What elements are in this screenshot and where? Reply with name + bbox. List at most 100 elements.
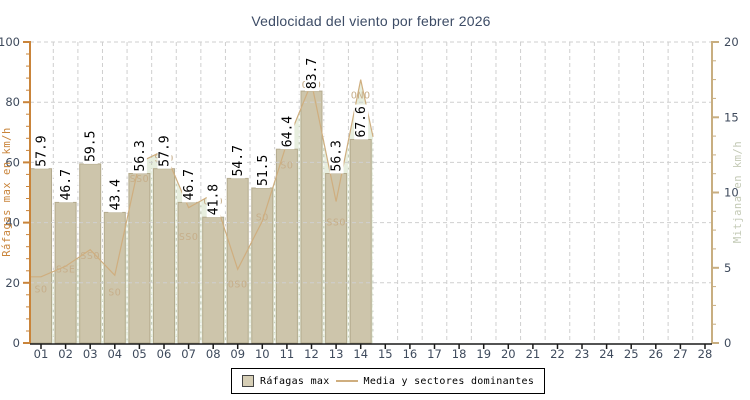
left-axis-title: Ráfagas max en km/h — [1, 127, 13, 257]
sector-label-day-13: SSO — [326, 218, 346, 229]
x-tick-day-11: 11 — [280, 347, 295, 361]
x-tick-day-03: 03 — [83, 347, 98, 361]
bar-day-08 — [202, 216, 225, 344]
chart-legend: Ráfagas max Media y sectores dominantes — [231, 368, 546, 394]
svg-text:54.7: 54.7 — [231, 145, 246, 176]
bar-day-04 — [103, 211, 126, 344]
x-tick-day-18: 18 — [452, 347, 467, 361]
value-label-day-11: 64.4 — [280, 114, 295, 150]
x-tick-day-05: 05 — [132, 347, 147, 361]
x-tick-day-07: 07 — [181, 347, 196, 361]
svg-text:0: 0 — [724, 336, 731, 350]
bar-series-swatch-icon — [242, 375, 254, 387]
svg-text:59.5: 59.5 — [84, 131, 99, 162]
value-label-day-03: 59.5 — [83, 128, 99, 164]
svg-text:60: 60 — [5, 155, 20, 169]
bar-day-07 — [177, 201, 200, 344]
svg-text:100: 100 — [0, 35, 20, 49]
svg-text:83.7: 83.7 — [305, 58, 320, 89]
value-label-day-02: 46.7 — [59, 167, 74, 203]
x-tick-day-22: 22 — [550, 347, 565, 361]
x-tick-day-23: 23 — [575, 347, 590, 361]
svg-text:67.6: 67.6 — [354, 106, 369, 137]
svg-text:0: 0 — [13, 336, 20, 350]
sector-label-day-11: SO — [280, 160, 293, 171]
svg-text:80: 80 — [5, 95, 20, 109]
bar-day-11 — [275, 148, 298, 344]
x-tick-day-02: 02 — [58, 347, 73, 361]
svg-text:51.5: 51.5 — [256, 155, 271, 186]
svg-text:57.9: 57.9 — [158, 135, 173, 166]
x-tick-day-28: 28 — [698, 347, 713, 361]
value-label-day-08: 41.8 — [206, 182, 222, 218]
value-label-day-04: 43.4 — [108, 177, 123, 213]
bar-value-labels: 57.9 46.7 59.5 43.4 56.3 57.9 46.7 41.8 54.7 51.5… — [34, 56, 369, 218]
x-tick-day-06: 06 — [157, 347, 172, 361]
svg-text:43.4: 43.4 — [108, 179, 123, 210]
svg-text:40: 40 — [5, 216, 20, 230]
right-axis-title: Mitjana en km/h — [732, 141, 744, 243]
bar-day-09 — [226, 177, 249, 344]
x-tick-day-26: 26 — [648, 347, 663, 361]
x-tick-day-14: 14 — [353, 347, 368, 361]
sector-label-day-1: SO — [34, 284, 47, 295]
sector-label-day-7: SSO — [179, 232, 199, 243]
x-tick-day-13: 13 — [329, 347, 344, 361]
sector-label-day-3: SSO — [80, 251, 100, 262]
x-tick-day-24: 24 — [599, 347, 614, 361]
sector-label-day-5: SSO — [130, 174, 150, 185]
value-label-day-10: 51.5 — [255, 153, 271, 188]
line-series-label: Media y sectores dominantes — [363, 375, 535, 387]
svg-text:57.9: 57.9 — [35, 135, 50, 166]
sector-label-day-4: SO — [108, 287, 121, 298]
value-label-day-14: 67.6 — [354, 104, 369, 140]
x-tick-day-21: 21 — [526, 347, 541, 361]
value-label-day-12: 83.7 — [305, 56, 320, 92]
x-tick-day-15: 15 — [378, 347, 393, 361]
bar-day-12 — [300, 90, 323, 344]
value-label-day-13: 56.3 — [329, 138, 345, 174]
svg-text:46.7: 46.7 — [182, 169, 197, 200]
svg-text:64.4: 64.4 — [280, 116, 295, 147]
x-tick-day-12: 12 — [304, 347, 319, 361]
chart-title: Vedlocidad del viento por febrer 2026 — [251, 13, 491, 29]
sector-label-day-2: SSE — [56, 265, 76, 276]
x-tick-day-20: 20 — [501, 347, 516, 361]
media-line — [29, 79, 374, 278]
svg-text:10: 10 — [724, 186, 739, 200]
value-label-day-01: 57.9 — [34, 133, 50, 169]
value-label-day-06: 57.9 — [157, 133, 173, 169]
rafagas-bars — [30, 90, 372, 344]
svg-text:41.8: 41.8 — [207, 184, 222, 215]
svg-text:56.3: 56.3 — [133, 140, 148, 171]
x-tick-day-17: 17 — [427, 347, 442, 361]
x-tick-day-27: 27 — [673, 347, 688, 361]
value-label-day-09: 54.7 — [231, 143, 246, 179]
x-tick-day-01: 01 — [34, 347, 49, 361]
line-series-swatch-icon — [335, 380, 358, 382]
bar-series-label: Ráfagas max — [260, 375, 330, 387]
x-tick-day-25: 25 — [624, 347, 639, 361]
sector-label-day-10: SO — [256, 212, 269, 223]
bar-day-10 — [251, 187, 274, 344]
x-tick-day-16: 16 — [403, 347, 418, 361]
svg-text:46.7: 46.7 — [59, 169, 74, 200]
value-label-day-07: 46.7 — [182, 167, 197, 203]
sector-label-day-14: ONO — [351, 91, 371, 102]
bar-day-01 — [30, 168, 52, 344]
x-tick-day-09: 09 — [230, 347, 245, 361]
svg-text:56.3: 56.3 — [330, 140, 345, 171]
sector-label-day-9: OSO — [228, 280, 248, 291]
x-tick-day-04: 04 — [107, 347, 122, 361]
svg-text:20: 20 — [724, 35, 739, 49]
svg-text:20: 20 — [5, 276, 20, 290]
x-tick-day-10: 10 — [255, 347, 270, 361]
bar-day-06 — [153, 168, 175, 344]
x-tick-day-08: 08 — [206, 347, 221, 361]
value-label-day-05: 56.3 — [132, 138, 148, 174]
x-tick-day-19: 19 — [476, 347, 491, 361]
bar-day-14 — [349, 139, 372, 344]
